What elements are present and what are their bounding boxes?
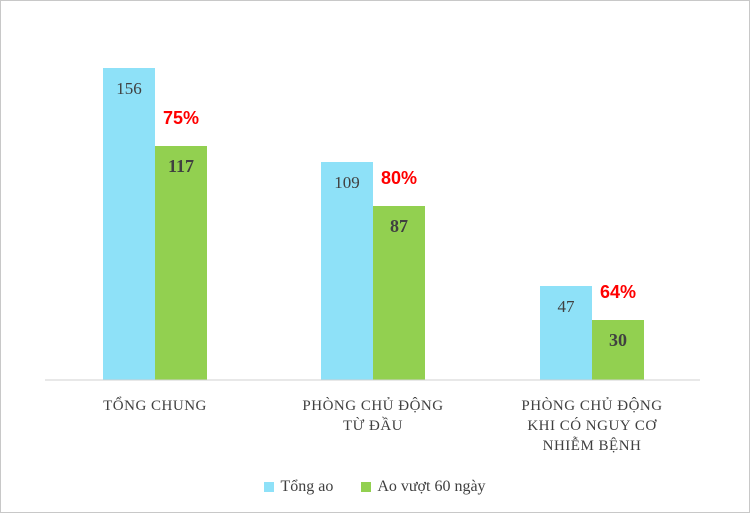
percent-annotation-1: 80% <box>381 168 417 188</box>
legend-item-ao-vuot-60-ngay: Ao vượt 60 ngày <box>361 478 486 496</box>
bar-ao-vuot-60-ngay-0 <box>155 146 207 380</box>
legend-item-tong-ao: Tổng ao <box>264 478 333 496</box>
value-label-tong-ao-2: 47 <box>558 297 576 316</box>
bar-tong-ao-2 <box>540 286 592 380</box>
category-labels-group: TỔNG CHUNG PHÒNG CHỦ ĐỘNG TỪ ĐẦU PHÒNG CHỦ … <box>103 396 662 454</box>
percent-annotation-2: 64% <box>600 282 636 302</box>
legend-swatch-ao-vuot-60-ngay <box>361 482 372 492</box>
value-label-tong-ao-0: 156 <box>116 79 142 98</box>
legend: Tổng ao Ao vượt 60 ngày <box>0 478 750 496</box>
percent-annotation-0: 75% <box>163 108 199 128</box>
legend-label-ao-vuot-60-ngay: Ao vượt 60 ngày <box>377 478 486 495</box>
bars-group <box>103 68 644 380</box>
bar-tong-ao-0 <box>103 68 155 380</box>
legend-swatch-tong-ao <box>264 482 275 492</box>
value-label-ao-vuot-60-ngay-2: 30 <box>609 330 627 350</box>
value-label-tong-ao-1: 109 <box>334 173 360 192</box>
category-label-2-line-0: PHÒNG CHỦ ĐỘNG <box>521 397 662 414</box>
bar-ao-vuot-60-ngay-1 <box>373 206 425 380</box>
category-label-0-line-0: TỔNG CHUNG <box>103 396 207 414</box>
category-label-1-line-0: PHÒNG CHỦ ĐỘNG <box>302 397 443 414</box>
labels-group: 156 109 47 117 87 30 75% 80% 64% <box>116 79 636 350</box>
value-label-ao-vuot-60-ngay-0: 117 <box>168 156 194 176</box>
category-label-2-line-2: NHIỄM BỆNH <box>543 436 642 454</box>
bar-ao-vuot-60-ngay-2 <box>592 320 644 380</box>
category-label-2-line-1: KHI CÓ NGUY CƠ <box>527 417 657 434</box>
category-label-1-line-1: TỪ ĐẦU <box>343 417 403 434</box>
legend-label-tong-ao: Tổng ao <box>280 478 334 495</box>
value-label-ao-vuot-60-ngay-1: 87 <box>390 216 408 236</box>
bar-tong-ao-1 <box>321 162 373 380</box>
